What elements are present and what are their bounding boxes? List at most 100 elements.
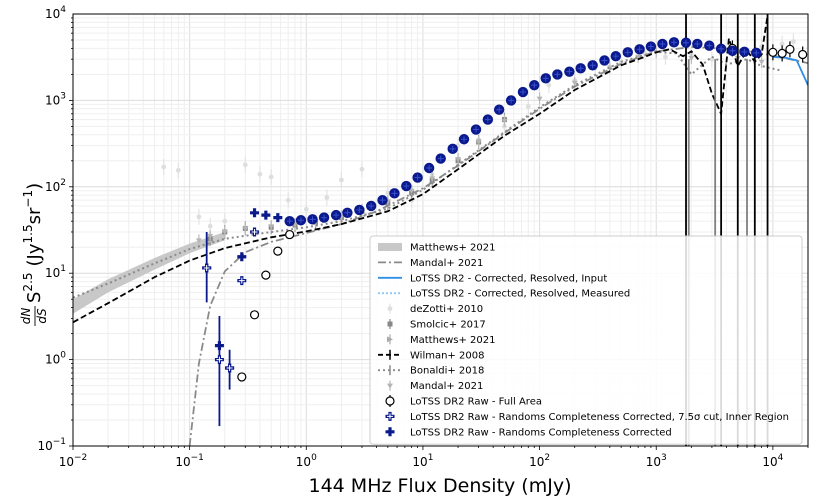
x-axis-label: 144 MHz Flux Density (mJy) [309,475,572,497]
corrected-point-cross [297,217,304,224]
corrected-point-cross [636,46,643,53]
y-tick-label-base: 10 [45,266,60,280]
legend-entry: deZotti+ 2010 [387,303,483,315]
legend-label: LoTSS DR2 Raw - Full Area [410,397,542,408]
legend-label: LoTSS DR2 Raw - Randoms Completeness Cor… [410,427,672,438]
matthews-band [73,232,225,314]
x-tick-label-exp: 3 [661,453,667,463]
full-area-point [237,372,247,382]
corrected-point-cross [356,206,363,213]
legend-label: Matthews+ 2021 [410,243,495,254]
x-tick-label-base: 10 [175,455,190,469]
corrected-point-cross [612,53,619,60]
dezotti-point [339,177,344,183]
corrected-point-cross [519,89,526,96]
legend-handle [385,396,395,406]
legend-handle [378,243,402,251]
corrected-point-cross [706,42,713,49]
dezotti-point [791,39,796,44]
legend-entry: Mandal+ 2021 [378,258,483,269]
legend-entry: LoTSS DR2 - Corrected, Resolved, Measure… [378,289,630,300]
full-area-point [798,49,808,60]
dezotti-point [546,82,552,88]
legend-entry: Smolcic+ 2017 [387,319,486,331]
corrected-point-cross [741,48,748,55]
corrected-point-cross [333,212,340,219]
corrected-point-cross [368,202,375,209]
mandal-point [688,55,695,61]
full-area-point [768,47,778,57]
corrected-point [214,341,224,351]
corrected-point-cross [683,39,690,46]
legend-entry: Bonaldi+ 2018 [378,365,484,377]
x-tick-label: 104 [762,453,783,469]
mandal-point [429,176,436,182]
y-label-units: (Jy [24,243,45,266]
mandal-point [195,238,202,244]
x-tick-label-base: 10 [646,455,661,469]
y-tick-label: 104 [45,5,66,21]
y-tick-label-base: 10 [45,353,60,367]
legend-handle [387,383,393,389]
corrected-point [273,213,283,223]
legend-label: deZotti+ 2010 [410,304,483,315]
corrected-point-cross [461,136,468,143]
y-tick-label-exp: 4 [60,5,66,15]
legend-handle-core [387,413,393,420]
corrected-point-cross [554,71,561,78]
full-area-point [249,310,260,320]
corrected-point-cross [496,106,503,113]
corrected-point-cross [694,40,701,47]
y-label-s: S [24,292,45,303]
corrected-point-cross [753,49,760,56]
legend-entry: Matthews+ 2021 [378,243,495,254]
corrected-point-cross [647,43,654,50]
mandal-point [268,224,275,230]
corrected-point-cross [729,47,736,54]
y-tick-label: 102 [45,178,66,194]
y-tick-label-exp: −1 [53,437,66,447]
y-axis-label: dN dS S2.5 (Jy1.5sr−1) [19,183,49,326]
x-tick-label-exp: 1 [428,453,434,463]
y-label-units-exp: 1.5 [21,224,35,243]
inner-region-point-core [203,264,210,271]
legend-label: Bonaldi+ 2018 [410,366,484,377]
legend-entry: Mandal+ 2021 [387,380,483,392]
dezotti-point [779,41,785,47]
wilman-curve [73,15,769,324]
legend-entry: LoTSS DR2 Raw - Randoms Completeness Cor… [385,427,672,438]
dezotti-point [257,171,263,177]
mandal-point [758,59,765,65]
corrected-point-cross [472,126,479,133]
corrected-point-cross [508,97,515,104]
legend-entry: LoTSS DR2 Raw - Randoms Completeness Cor… [385,412,789,423]
corrected-point-cross [624,49,631,56]
dezotti-point [303,206,309,212]
dezotti-point [359,166,365,172]
y-tick-label-base: 10 [45,7,60,21]
corrected-point-cross [403,183,410,190]
axes: 10−2 10−1 100 101 102 103 10410−11001011021031… [37,5,809,469]
corrected-point-cross [414,174,421,181]
y-label-units-close: ) [24,183,45,190]
y-label-units-sr-exp: −1 [21,190,35,208]
mandal-point [536,96,543,102]
dezotti-point [242,162,248,168]
legend-handle [385,427,395,437]
dezotti-point [222,218,228,224]
inner-region-point-core [251,228,258,235]
bonaldi-curve [73,50,783,299]
corrected-point-cross [589,62,596,69]
legend-label: Wilman+ 2008 [410,350,484,361]
y-tick-label-exp: 3 [60,91,66,101]
mandal-point [207,233,214,239]
svg-text:S2.5(Jy1.5sr−1): S2.5 (Jy1.5sr−1) [21,183,45,303]
full-area-point [261,270,271,280]
legend-label: Matthews+ 2021 [410,335,495,346]
corrected-point [237,252,247,262]
x-tick-label-base: 10 [296,455,311,469]
corrected-point-cross [309,216,316,223]
legend-handle [387,306,393,311]
corrected-point-cross [542,75,549,82]
